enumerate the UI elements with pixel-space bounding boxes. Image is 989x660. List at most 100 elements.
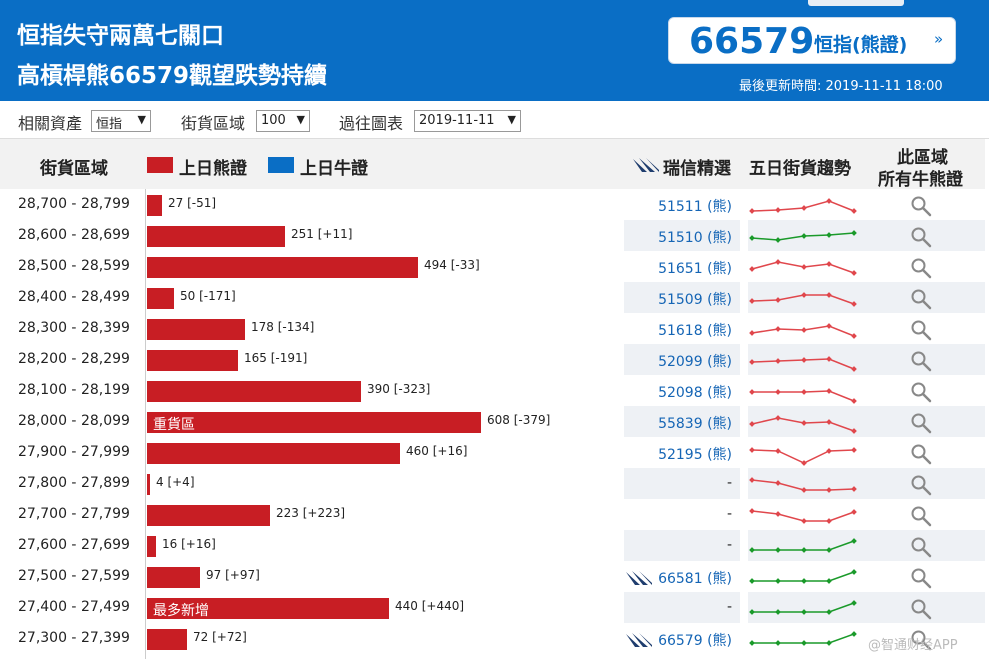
warrant-code-link[interactable]: 52195 (熊)	[658, 447, 732, 463]
table-row: 28,500 - 28,599 494 [-33] 51651 (熊)	[0, 251, 985, 282]
zone-range: 28,600 - 28,699	[18, 227, 130, 243]
pick-cell: 52099 (熊)	[624, 344, 740, 375]
zone-range: 28,300 - 28,399	[18, 320, 130, 336]
search-icon[interactable]	[910, 474, 932, 500]
five-day-trend	[748, 282, 860, 313]
bear-bar[interactable]	[147, 319, 245, 340]
search-icon[interactable]	[910, 536, 932, 562]
five-day-trend	[748, 592, 860, 623]
headline-line-2: 高槓桿熊66579觀望跌勢持續	[17, 63, 328, 89]
pick-cell: -	[624, 530, 740, 561]
bar-value-label: 4 [+4]	[156, 475, 195, 489]
bear-bar[interactable]	[147, 443, 400, 464]
index-number[interactable]: 66579	[689, 21, 815, 62]
pick-cell: -	[624, 592, 740, 623]
asset-select[interactable]: 恒指 ▼	[91, 110, 151, 132]
pick-cell: 52195 (熊)	[624, 437, 740, 468]
col-picks: 瑞信精選	[663, 159, 731, 179]
zone-range: 28,000 - 28,099	[18, 413, 130, 429]
search-icon[interactable]	[910, 257, 932, 283]
bear-bar[interactable]	[147, 536, 156, 557]
pick-cell: 66579 (熊)	[624, 623, 740, 654]
search-icon[interactable]	[910, 381, 932, 407]
index-link-box[interactable]: 66579 恒指(熊證) »	[668, 17, 956, 64]
bar-value-label: 97 [+97]	[206, 568, 260, 582]
bear-bar[interactable]	[147, 350, 238, 371]
five-day-trend	[748, 313, 860, 344]
five-day-trend	[748, 375, 860, 406]
warrant-code-link[interactable]: 51509 (熊)	[658, 292, 732, 308]
table-row: 28,600 - 28,699 251 [+11] 51510 (熊)	[0, 220, 985, 251]
zone-range: 27,500 - 27,599	[18, 568, 130, 584]
bear-bar[interactable]	[147, 195, 162, 216]
search-icon[interactable]	[910, 350, 932, 376]
double-chevron-right-icon[interactable]: »	[934, 30, 944, 48]
col-zone: 街貨區域	[40, 159, 108, 179]
bull-legend-label: 上日牛證	[300, 159, 368, 179]
filter-bar: 相關資產 恒指 ▼ 街貨區域 100 ▼ 過往圖表 2019-11-11 ▼	[0, 101, 989, 139]
header-banner: 恒指失守兩萬七關口 高槓桿熊66579觀望跌勢持續 66579 恒指(熊證) »…	[0, 0, 989, 101]
search-icon[interactable]	[910, 319, 932, 345]
zone-range: 27,900 - 27,999	[18, 444, 130, 460]
warrant-code-link[interactable]: 55839 (熊)	[658, 416, 732, 432]
warrant-code-link[interactable]: 66579 (熊)	[658, 633, 732, 649]
pick-empty: -	[726, 537, 732, 553]
search-icon[interactable]	[910, 412, 932, 438]
warrant-code-link[interactable]: 66581 (熊)	[658, 571, 732, 587]
index-name[interactable]: 恒指(熊證)	[814, 34, 908, 56]
col-all-line1: 此區域	[897, 148, 948, 168]
col-trend: 五日街貨趨勢	[749, 159, 851, 179]
bar-value-label: 608 [-379]	[487, 413, 551, 427]
table-row: 27,700 - 27,799 223 [+223] -	[0, 499, 985, 530]
bear-bar[interactable]: 重貨區	[147, 412, 481, 433]
bar-value-label: 223 [+223]	[276, 506, 346, 520]
bar-value-label: 460 [+16]	[406, 444, 468, 458]
top-tab-edge[interactable]	[808, 0, 904, 6]
bar-value-label: 251 [+11]	[291, 227, 353, 241]
warrant-code-link[interactable]: 51651 (熊)	[658, 261, 732, 277]
warrant-code-link[interactable]: 51511 (熊)	[658, 199, 732, 215]
pick-cell: -	[624, 499, 740, 530]
search-icon[interactable]	[910, 505, 932, 531]
warrant-code-link[interactable]: 51618 (熊)	[658, 323, 732, 339]
search-icon[interactable]	[910, 629, 932, 655]
table-row: 28,100 - 28,199 390 [-323] 52098 (熊)	[0, 375, 985, 406]
bear-bar[interactable]	[147, 567, 200, 588]
caret-down-icon: ▼	[507, 113, 516, 126]
credit-suisse-logo-icon	[626, 632, 652, 652]
bar-value-label: 390 [-323]	[367, 382, 431, 396]
history-date-select[interactable]: 2019-11-11 ▼	[414, 110, 521, 132]
pick-cell: 66581 (熊)	[624, 561, 740, 592]
table-row: 27,400 - 27,499 最多新增 440 [+440] -	[0, 592, 985, 623]
bear-legend-swatch	[147, 157, 173, 173]
bear-bar[interactable]: 最多新增	[147, 598, 389, 619]
history-label: 過往圖表	[339, 114, 404, 133]
bear-bar[interactable]	[147, 381, 361, 402]
bear-bar[interactable]	[147, 505, 270, 526]
table-row: 28,200 - 28,299 165 [-191] 52099 (熊)	[0, 344, 985, 375]
search-icon[interactable]	[910, 598, 932, 624]
five-day-trend	[748, 251, 860, 282]
zone-select[interactable]: 100 ▼	[256, 110, 310, 132]
bear-bar[interactable]	[147, 226, 285, 247]
warrant-code-link[interactable]: 51510 (熊)	[658, 230, 732, 246]
bear-bar[interactable]	[147, 474, 150, 495]
asset-label: 相關資產	[18, 114, 83, 133]
table-row: 28,000 - 28,099 重貨區 608 [-379] 55839 (熊)	[0, 406, 985, 437]
warrant-code-link[interactable]: 52099 (熊)	[658, 354, 732, 370]
bear-legend-label: 上日熊證	[179, 159, 247, 179]
last-updated-time: 最後更新時間: 2019-11-11 18:00	[739, 79, 943, 94]
bear-bar[interactable]	[147, 257, 418, 278]
search-icon[interactable]	[910, 288, 932, 314]
table-row: 27,900 - 27,999 460 [+16] 52195 (熊)	[0, 437, 985, 468]
search-icon[interactable]	[910, 443, 932, 469]
warrant-code-link[interactable]: 52098 (熊)	[658, 385, 732, 401]
search-icon[interactable]	[910, 195, 932, 221]
bull-legend-swatch	[268, 157, 294, 173]
search-icon[interactable]	[910, 567, 932, 593]
bear-bar[interactable]	[147, 288, 174, 309]
search-icon[interactable]	[910, 226, 932, 252]
bear-bar[interactable]	[147, 629, 187, 650]
credit-suisse-logo-icon	[633, 157, 659, 177]
zone-range: 28,200 - 28,299	[18, 351, 130, 367]
